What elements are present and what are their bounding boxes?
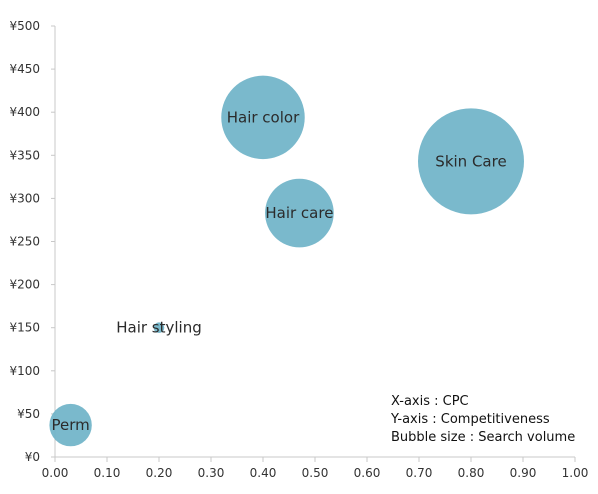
bubbles-layer <box>49 75 524 447</box>
y-tick-label: ¥450 <box>9 62 40 76</box>
x-tick-label: 0.50 <box>302 466 329 480</box>
bubble-label: Skin Care <box>435 152 506 170</box>
bubble-label: Hair care <box>265 204 333 222</box>
y-tick-label: ¥0 <box>25 450 40 464</box>
bubble-point <box>221 75 305 160</box>
axis-legend-note: X-axis : CPC Y-axis : Competitiveness Bu… <box>390 394 575 445</box>
x-tick-label: 0.90 <box>510 466 537 480</box>
x-tick-label: 0.40 <box>250 466 277 480</box>
x-tick-label: 0.00 <box>42 466 69 480</box>
bubble-point <box>153 322 165 334</box>
x-tick-label: 0.20 <box>146 466 173 480</box>
x-tick-label: 0.80 <box>458 466 485 480</box>
bubble-label: Perm <box>51 416 89 434</box>
y-tick-label: ¥150 <box>9 321 40 335</box>
bubble-label: Hair styling <box>116 319 202 337</box>
x-tick-label: 0.10 <box>94 466 121 480</box>
x-tick-label: 0.70 <box>406 466 433 480</box>
note-y-axis: Y-axis : Competitiveness <box>390 412 550 427</box>
bubble-point <box>418 108 524 215</box>
note-bubble-size: Bubble size : Search volume <box>391 430 575 445</box>
y-tick-label: ¥350 <box>9 148 40 162</box>
bubble-point <box>265 178 334 248</box>
x-tick-label: 0.30 <box>198 466 225 480</box>
y-tick-label: ¥400 <box>9 105 40 119</box>
bubble-point <box>49 403 92 447</box>
x-tick-label: 0.60 <box>354 466 381 480</box>
y-tick-label: ¥500 <box>9 19 40 33</box>
x-tick-label: 1.00 <box>562 466 589 480</box>
y-tick-label: ¥200 <box>9 278 40 292</box>
y-tick-label: ¥50 <box>17 407 40 421</box>
y-tick-label: ¥300 <box>9 191 40 205</box>
axes-layer: ¥0 ¥50 ¥100 ¥150 ¥200 ¥250 ¥300 ¥350 ¥400 ¥450 ¥50… <box>9 19 588 480</box>
bubble-labels-layer: Perm Hair styling Hair care Hair color Skin … <box>51 108 506 434</box>
bubble-label: Hair color <box>227 108 300 126</box>
y-tick-label: ¥100 <box>9 364 40 378</box>
y-tick-label: ¥250 <box>9 235 40 249</box>
note-x-axis: X-axis : CPC <box>391 394 469 409</box>
